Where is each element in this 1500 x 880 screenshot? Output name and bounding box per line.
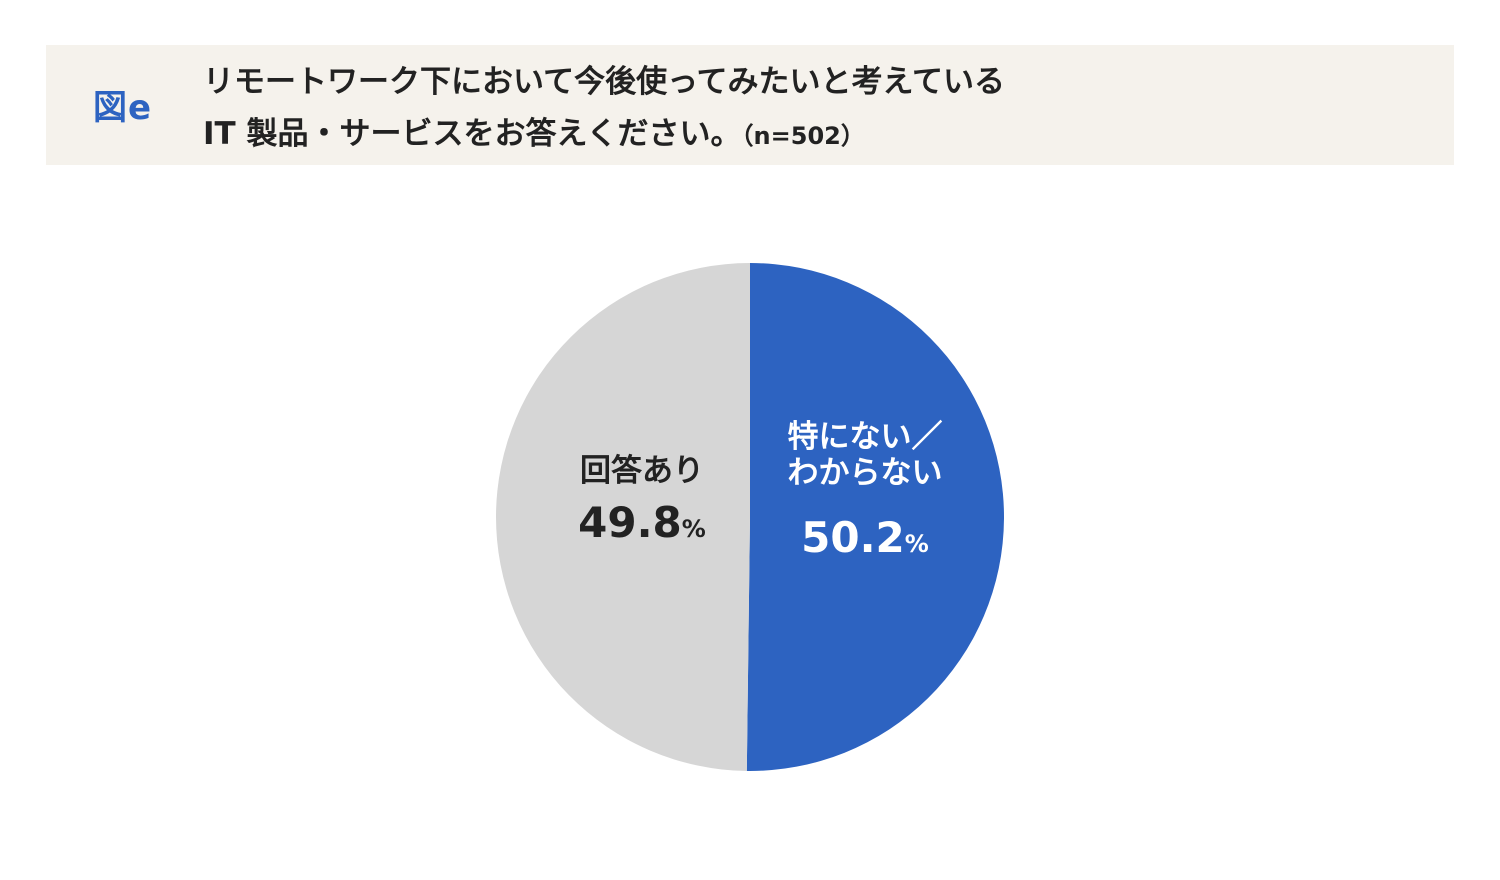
title-line-1: リモートワーク下において今後使ってみたいと考えている: [203, 64, 1005, 100]
header-band: [46, 45, 1454, 165]
pie-slice: [746, 263, 1005, 772]
title-line-2: IT 製品・サービスをお答えください。（n=502）: [203, 108, 1403, 162]
sample-size-note: （n=502）: [741, 122, 865, 150]
slice-value-unit: %: [682, 515, 706, 543]
title-line-2-text: IT 製品・サービスをお答えください。: [203, 116, 742, 152]
slice-value-label: 50.2%: [801, 513, 929, 562]
slice-value-number: 50.2: [801, 513, 905, 562]
chart-title: リモートワーク下において今後使ってみたいと考えている IT 製品・サービスをお答…: [203, 56, 1403, 162]
slice-value-number: 49.8: [578, 498, 682, 547]
slice-value-unit: %: [905, 530, 929, 558]
pie-labels: 特にない／わからない 50.2% 回答あり 49.8%: [578, 419, 942, 562]
slice-name-line: 特にない／: [788, 419, 943, 455]
slice-name-label: 回答あり: [580, 453, 704, 489]
pie-slices: [496, 263, 1005, 772]
slice-name-line: わからない: [788, 455, 943, 491]
slice-name-line: 回答あり: [580, 453, 704, 489]
pie-slice: [496, 263, 750, 771]
slice-value-label: 49.8%: [578, 498, 706, 547]
figure-label: 図e: [93, 88, 153, 128]
slice-name-label: 特にない／わからない: [788, 419, 943, 491]
